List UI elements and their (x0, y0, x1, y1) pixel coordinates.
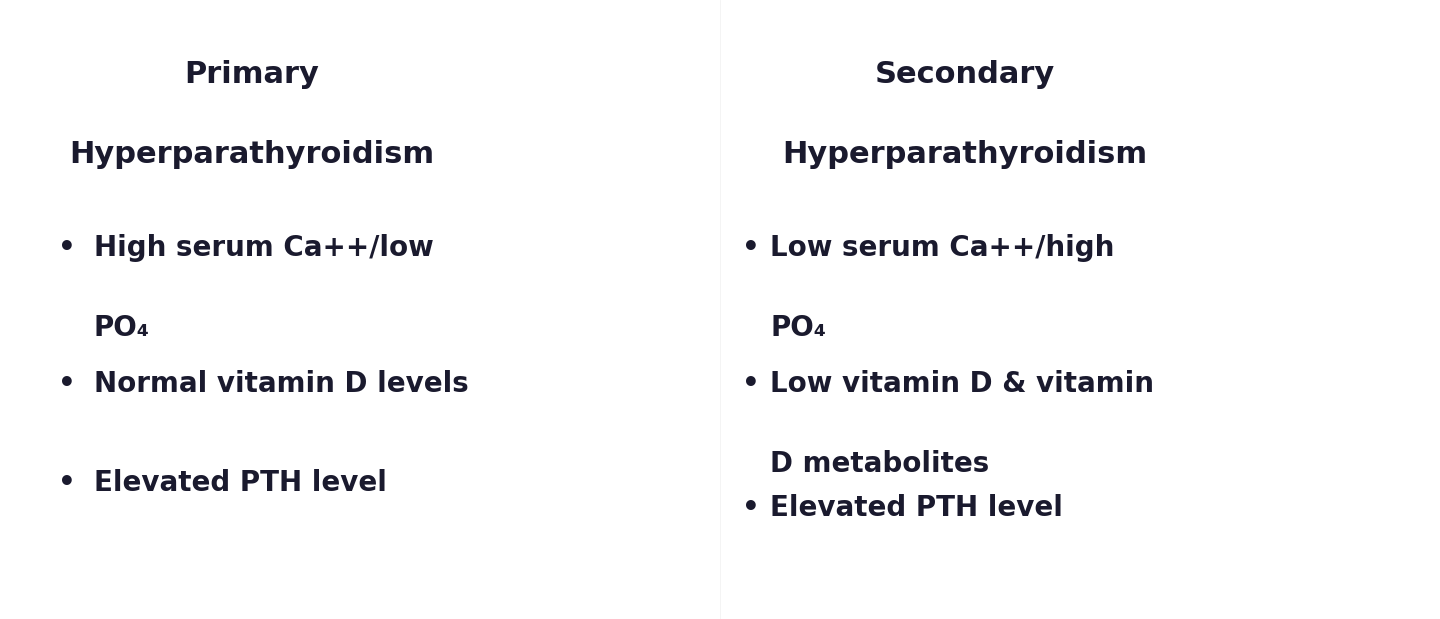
Text: High serum Ca++/low: High serum Ca++/low (94, 233, 433, 262)
Text: Hyperparathyroidism: Hyperparathyroidism (782, 141, 1148, 169)
Text: •: • (742, 493, 759, 522)
Text: Secondary: Secondary (874, 60, 1056, 89)
Text: Low serum Ca++/high: Low serum Ca++/high (770, 233, 1115, 262)
Text: PO₄: PO₄ (770, 314, 827, 342)
Text: Primary: Primary (184, 60, 320, 89)
Text: •: • (742, 370, 759, 398)
Text: •: • (58, 233, 75, 262)
Text: Normal vitamin D levels: Normal vitamin D levels (94, 370, 468, 398)
Text: Elevated PTH level: Elevated PTH level (94, 469, 386, 497)
Text: •: • (58, 370, 75, 398)
Text: PO₄: PO₄ (94, 314, 150, 342)
Text: D metabolites: D metabolites (770, 450, 989, 478)
Text: •: • (742, 233, 759, 262)
Text: Elevated PTH level: Elevated PTH level (770, 493, 1063, 522)
Text: Hyperparathyroidism: Hyperparathyroidism (69, 141, 435, 169)
Text: Low vitamin D & vitamin: Low vitamin D & vitamin (770, 370, 1155, 398)
Text: •: • (58, 469, 75, 497)
